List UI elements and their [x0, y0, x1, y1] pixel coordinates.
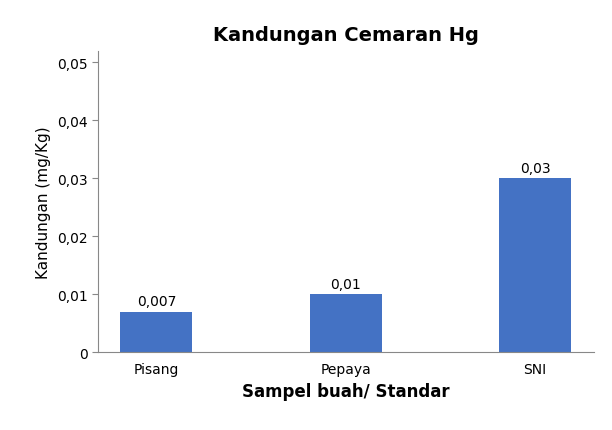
Bar	[499, 179, 571, 353]
Text: 0,03: 0,03	[520, 162, 550, 175]
Y-axis label: Kandungan (mg/Kg): Kandungan (mg/Kg)	[36, 126, 51, 278]
Title: Kandungan Cemaran Hg: Kandungan Cemaran Hg	[213, 25, 479, 45]
Bar	[121, 312, 192, 353]
Bar	[310, 295, 382, 353]
Text: 0,01: 0,01	[330, 277, 361, 291]
X-axis label: Sampel buah/ Standar: Sampel buah/ Standar	[242, 382, 450, 400]
Text: 0,007: 0,007	[136, 295, 176, 309]
